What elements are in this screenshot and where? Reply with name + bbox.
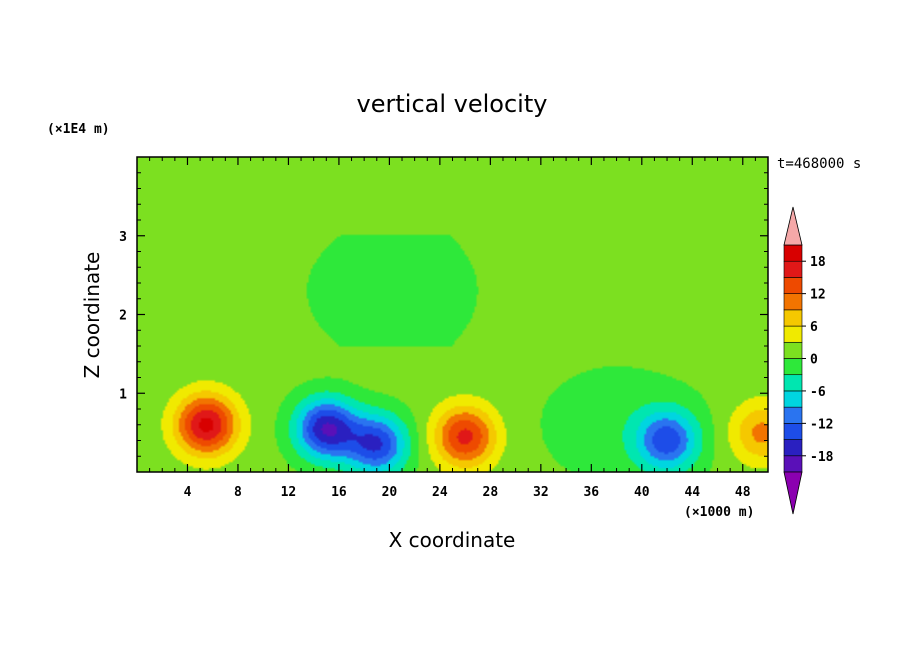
- colorbar-bin: [783, 439, 803, 457]
- colorbar: 18 12 6 0 -6 -12 -18: [783, 206, 834, 515]
- colorbar-bin: [783, 260, 803, 278]
- velocity-field-image: [137, 157, 768, 472]
- x-tick-label: 20: [382, 485, 398, 500]
- colorbar-bin: [783, 423, 803, 440]
- colorbar-tick-label: -6: [810, 385, 826, 400]
- x-tick-label: 24: [432, 485, 448, 500]
- x-tick-label: 36: [583, 485, 599, 500]
- colorbar-extend-min: [783, 471, 803, 515]
- colorbar-tick-label: 0: [810, 353, 818, 368]
- x-tick-label: 32: [533, 485, 549, 500]
- x-tick-label: 44: [684, 485, 700, 500]
- colorbar-bin: [783, 455, 803, 473]
- time-label: t=468000 s: [777, 156, 861, 172]
- colorbar-bin: [783, 325, 803, 343]
- colorbar-bin: [783, 374, 803, 392]
- y-tick-label: 2: [119, 309, 127, 324]
- colorbar-bin: [783, 341, 803, 359]
- colorbar-bin: [783, 358, 803, 376]
- x-tick-label: 40: [634, 485, 650, 500]
- colorbar-tick-label: 6: [810, 320, 818, 335]
- colorbar-tick-label: 12: [810, 288, 826, 303]
- x-tick-label: 48: [735, 485, 751, 500]
- y-axis: 1 2 3: [119, 172, 768, 457]
- colorbar-tick-label: 18: [810, 255, 826, 270]
- colorbar-bin: [783, 406, 803, 424]
- colorbar-bin: [783, 244, 803, 262]
- colorbar-bin: [783, 293, 803, 311]
- x-tick-label: 16: [331, 485, 347, 500]
- x-tick-label: 8: [234, 485, 242, 500]
- x-tick-label: 28: [483, 485, 499, 500]
- y-tick-label: 1: [119, 387, 127, 402]
- colorbar-tick-label: -12: [810, 417, 833, 432]
- contour-field: [137, 157, 768, 472]
- x-axis-label: X coordinate: [389, 528, 516, 552]
- colorbar-bin: [783, 390, 803, 408]
- x-tick-label: 4: [184, 485, 192, 500]
- colorbar-tick-label: -18: [810, 450, 834, 465]
- y-axis-label: Z coordinate: [80, 252, 104, 379]
- x-tick-label: 12: [281, 485, 297, 500]
- x-unit-label: (×1000 m): [684, 505, 754, 520]
- colorbar-extend-max: [783, 206, 803, 246]
- y-tick-label: 3: [119, 230, 127, 245]
- colorbar-bin: [783, 277, 803, 294]
- chart-title: vertical velocity: [357, 90, 548, 118]
- y-unit-label: (×1E4 m): [47, 122, 110, 137]
- x-axis: 4 8 12 16 20 24 28 32 36 40 44 48: [149, 157, 756, 500]
- colorbar-bin: [783, 309, 803, 327]
